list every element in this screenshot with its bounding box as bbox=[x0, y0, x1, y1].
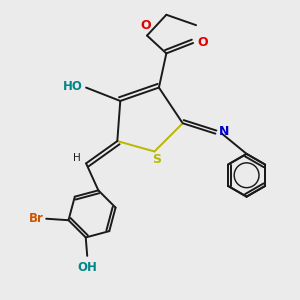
Text: H: H bbox=[73, 153, 81, 163]
Text: HO: HO bbox=[63, 80, 82, 93]
Text: Br: Br bbox=[29, 212, 44, 225]
Text: N: N bbox=[219, 125, 229, 138]
Text: OH: OH bbox=[77, 261, 97, 274]
Text: O: O bbox=[198, 36, 208, 49]
Text: O: O bbox=[140, 19, 151, 32]
Text: S: S bbox=[152, 153, 161, 166]
